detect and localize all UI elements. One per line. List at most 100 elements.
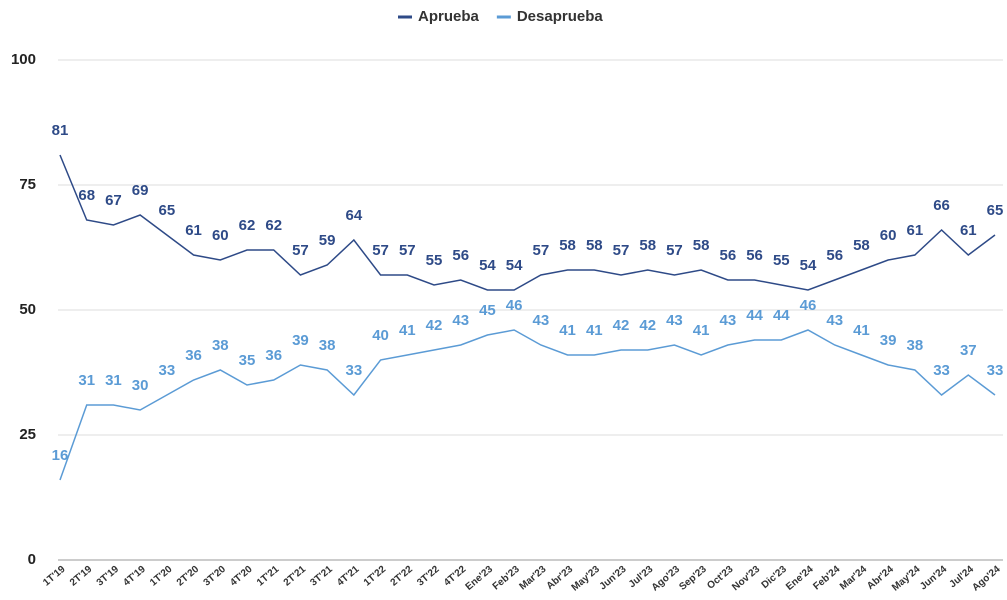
x-tick-label: 4T'19 <box>121 564 148 589</box>
x-tick-label: Ene'23 <box>464 564 496 593</box>
x-tick-label: 1T'22 <box>362 564 389 589</box>
data-label: 36 <box>185 347 202 364</box>
x-tick-label: Dic'23 <box>760 564 790 591</box>
data-label: 54 <box>800 257 817 274</box>
x-tick-label: Jun'24 <box>918 564 949 593</box>
x-tick-label: Ago'24 <box>970 564 1003 594</box>
data-label: 55 <box>426 252 443 269</box>
x-tick-label: Jun'23 <box>598 564 629 593</box>
x-tick-label: Ago'23 <box>650 564 683 594</box>
data-label: 57 <box>292 242 309 259</box>
data-label: 30 <box>132 377 149 394</box>
data-label: 41 <box>853 322 870 339</box>
x-tick-label: 4T'20 <box>228 564 255 589</box>
data-label: 35 <box>239 352 256 369</box>
data-label: 58 <box>559 237 576 254</box>
y-tick-label: 75 <box>19 176 36 193</box>
data-label: 56 <box>452 247 469 264</box>
data-label: 54 <box>506 257 523 274</box>
data-label: 60 <box>880 227 897 244</box>
x-tick-label: Feb'23 <box>491 564 522 593</box>
data-label: 57 <box>372 242 389 259</box>
data-label: 81 <box>52 122 69 139</box>
x-tick-label: 4T'21 <box>335 564 362 589</box>
x-tick-label: Ene'24 <box>784 564 816 593</box>
data-label: 33 <box>987 362 1004 379</box>
data-label: 69 <box>132 182 149 199</box>
data-label: 45 <box>479 302 496 319</box>
data-label: 57 <box>613 242 630 259</box>
data-label: 41 <box>399 322 416 339</box>
data-label: 54 <box>479 257 496 274</box>
data-label: 33 <box>159 362 176 379</box>
data-label: 65 <box>159 202 176 219</box>
data-label: 58 <box>586 237 603 254</box>
data-label: 61 <box>907 222 924 239</box>
x-tick-label: 2T'20 <box>175 564 202 589</box>
data-label: 41 <box>559 322 576 339</box>
data-label: 33 <box>346 362 363 379</box>
series-line <box>59 329 996 481</box>
data-label: 42 <box>426 317 443 334</box>
series-line <box>59 154 996 291</box>
data-label: 64 <box>346 207 363 224</box>
data-label: 43 <box>720 312 737 329</box>
data-label: 58 <box>853 237 870 254</box>
data-label: 36 <box>265 347 282 364</box>
data-label: 40 <box>372 327 389 344</box>
data-label: 58 <box>639 237 656 254</box>
data-label: 66 <box>933 197 950 214</box>
y-tick-label: 0 <box>28 551 36 568</box>
x-tick-label: 2T'22 <box>389 564 416 589</box>
data-label: 44 <box>773 307 790 324</box>
data-label: 56 <box>746 247 763 264</box>
data-label: 46 <box>506 297 523 314</box>
data-label: 62 <box>265 217 282 234</box>
data-label: 57 <box>666 242 683 259</box>
x-tick-label: 2T'21 <box>282 564 309 589</box>
data-label: 44 <box>746 307 763 324</box>
data-label: 37 <box>960 342 977 359</box>
legend-label: Aprueba <box>418 8 480 25</box>
data-label: 57 <box>399 242 416 259</box>
x-tick-label: Mar'23 <box>517 564 548 593</box>
x-tick-label: 3T'21 <box>308 564 335 589</box>
data-label: 60 <box>212 227 229 244</box>
data-label: 42 <box>639 317 656 334</box>
data-label: 39 <box>880 332 897 349</box>
data-label: 58 <box>693 237 710 254</box>
x-tick-label: Mar'24 <box>838 564 869 593</box>
x-tick-label: Sep'23 <box>677 564 709 593</box>
data-label: 61 <box>185 222 202 239</box>
data-label: 41 <box>586 322 603 339</box>
x-tick-label: 1T'20 <box>148 564 175 589</box>
x-tick-label: 3T'19 <box>95 564 122 589</box>
x-tick-label: Feb'24 <box>811 564 842 593</box>
y-tick-label: 50 <box>19 301 36 318</box>
data-label: 62 <box>239 217 256 234</box>
data-label: 65 <box>987 202 1004 219</box>
x-tick-label: 3T'20 <box>202 564 229 589</box>
data-label: 38 <box>319 337 336 354</box>
x-tick-label: May'24 <box>890 564 923 594</box>
x-tick-label: 2T'19 <box>68 564 95 589</box>
data-label: 56 <box>826 247 843 264</box>
data-label: 56 <box>720 247 737 264</box>
y-tick-label: 25 <box>19 426 36 443</box>
data-label: 68 <box>78 187 95 204</box>
data-label: 41 <box>693 322 710 339</box>
legend-label: Desaprueba <box>517 8 604 25</box>
data-label: 57 <box>533 242 550 259</box>
data-label: 67 <box>105 192 122 209</box>
data-label: 55 <box>773 252 790 269</box>
x-tick-label: May'23 <box>570 564 603 594</box>
data-label: 16 <box>52 447 69 464</box>
data-label: 42 <box>613 317 630 334</box>
data-label: 33 <box>933 362 950 379</box>
data-label: 61 <box>960 222 977 239</box>
data-label: 59 <box>319 232 336 249</box>
y-tick-label: 100 <box>11 51 36 68</box>
data-label: 43 <box>826 312 843 329</box>
x-tick-label: Nov'23 <box>730 564 762 594</box>
